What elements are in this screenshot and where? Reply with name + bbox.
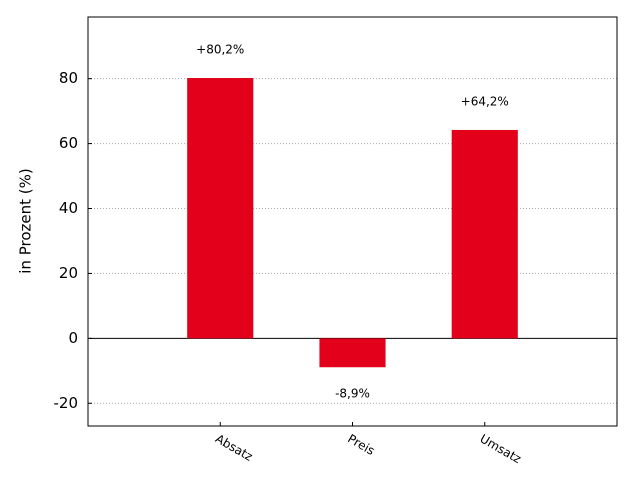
y-tick-label: 0 <box>68 329 78 347</box>
value-label: +64,2% <box>461 94 509 108</box>
value-label: -8,9% <box>335 387 370 401</box>
y-tick-label: 20 <box>59 264 78 282</box>
y-axis-label: in Prozent (%) <box>17 168 35 273</box>
value-label: +80,2% <box>196 43 244 57</box>
x-tick-label: Absatz <box>213 432 255 464</box>
y-tick-label: 80 <box>59 69 78 87</box>
y-tick-label: 60 <box>59 134 78 152</box>
y-tick-label: -20 <box>54 394 79 412</box>
bar <box>187 78 254 339</box>
bar <box>451 129 518 339</box>
x-tick-label: Umsatz <box>478 432 524 467</box>
y-tick-label: 40 <box>59 199 78 217</box>
x-tick-label: Preis <box>345 432 377 458</box>
plot-frame <box>87 16 618 427</box>
bar <box>319 338 386 368</box>
